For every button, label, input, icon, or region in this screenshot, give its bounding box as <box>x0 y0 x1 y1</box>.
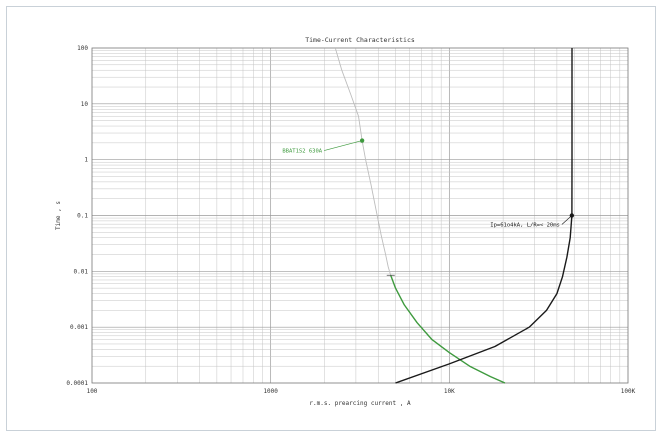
series-line <box>390 275 506 384</box>
annotation-label: Ip=61o4kA, L/R=< 20ms <box>490 223 560 229</box>
annotation-leader <box>324 140 363 151</box>
annotation-label: BBAT1S2 630A <box>282 149 322 155</box>
y-tick-label: 0.01 <box>74 268 89 275</box>
tick-labels: 100 1000 10K 100K 100 10 1 0.1 0.01 0.001 0.0001 <box>66 45 635 395</box>
x-axis-label: r.m.s. prearcing current , A <box>309 400 411 407</box>
x-tick-label: 1000 <box>263 388 278 395</box>
plot-border <box>91 47 629 384</box>
y-tick-label: 10 <box>81 101 89 108</box>
chart-frame <box>6 6 656 431</box>
series-group <box>334 47 573 384</box>
x-tick-label: 100 <box>87 388 98 395</box>
series-line <box>334 47 392 276</box>
y-tick-label: 0.0001 <box>66 380 88 387</box>
y-tick-label: 100 <box>77 45 88 52</box>
annotations: BBAT1S2 630A Ip=61o4kA, L/R=< 20ms <box>282 138 575 229</box>
grid <box>92 48 628 383</box>
series-line <box>395 48 573 384</box>
y-tick-label: 0.1 <box>77 213 88 220</box>
y-axis-label: Time , s <box>55 201 62 230</box>
annotation-leader <box>561 215 573 225</box>
y-tick-label: 0.001 <box>70 324 88 331</box>
x-tick-label: 100K <box>621 388 636 395</box>
y-tick-label: 1 <box>84 157 88 164</box>
chart-title: Time-Current Characteristics <box>305 36 415 44</box>
x-tick-label: 10K <box>444 388 455 395</box>
